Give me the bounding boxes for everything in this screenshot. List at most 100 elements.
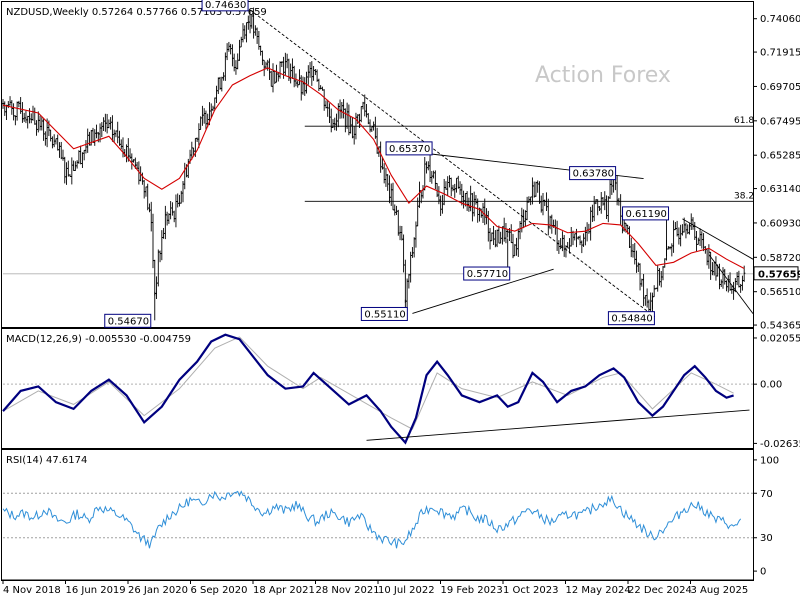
price-bar bbox=[338, 99, 342, 119]
x-tick-label: 18 Apr 2021 bbox=[253, 585, 315, 596]
price-bar bbox=[201, 105, 204, 126]
price-bar bbox=[677, 227, 681, 245]
price-bar bbox=[548, 215, 552, 230]
price-bar bbox=[589, 206, 592, 241]
y-tick-label: 0.67495 bbox=[760, 116, 800, 127]
price-bar bbox=[453, 183, 456, 198]
price-bar bbox=[603, 191, 606, 211]
price-bar bbox=[77, 150, 81, 164]
price-bar bbox=[416, 197, 419, 227]
price-level-annotation: 0.65370 bbox=[385, 141, 433, 156]
price-bar bbox=[278, 61, 282, 79]
price-bar bbox=[330, 108, 333, 133]
price-bar bbox=[725, 280, 728, 292]
price-bar bbox=[86, 128, 89, 153]
price-bar bbox=[561, 231, 564, 252]
macd-pane: MACD(12,26,9) -0.005530 -0.004759 0.02055… bbox=[2, 333, 800, 450]
price-level-annotation: 0.74630 bbox=[201, 0, 249, 12]
price-bar bbox=[144, 186, 148, 197]
price-bar bbox=[711, 262, 714, 276]
price-bar bbox=[550, 214, 554, 234]
annotation-box bbox=[463, 266, 511, 281]
y-tick-label: 0.71915 bbox=[760, 48, 800, 59]
price-bar bbox=[312, 66, 315, 81]
price-bar bbox=[322, 89, 326, 111]
price-bar bbox=[93, 129, 96, 146]
price-bar bbox=[26, 115, 29, 129]
price-bar bbox=[522, 209, 525, 229]
price-level-annotation: 0.54670 bbox=[104, 313, 152, 328]
price-bar bbox=[146, 183, 149, 211]
annotation-label: 0.54670 bbox=[108, 316, 149, 327]
price-bar bbox=[67, 160, 70, 177]
macd-line bbox=[2, 333, 734, 445]
price-bar bbox=[570, 226, 573, 247]
price-bar bbox=[310, 61, 314, 86]
price-bar bbox=[21, 102, 24, 123]
price-bar bbox=[402, 234, 405, 273]
price-bar bbox=[630, 237, 633, 258]
price-bar bbox=[243, 25, 246, 40]
price-bar bbox=[81, 152, 84, 168]
price-bar bbox=[388, 175, 391, 204]
price-bar bbox=[75, 160, 79, 169]
y-tick-label: 0.54365 bbox=[760, 321, 800, 332]
price-bar bbox=[538, 181, 541, 204]
annotation-box bbox=[607, 311, 655, 326]
annotation-box bbox=[569, 166, 617, 181]
price-bar bbox=[404, 259, 407, 303]
price-bar bbox=[70, 157, 74, 185]
annotation-label: 0.63780 bbox=[573, 169, 614, 180]
y-tick-label: 0.00 bbox=[760, 380, 782, 391]
x-tick-label: 28 Nov 2021 bbox=[316, 585, 380, 596]
price-bar bbox=[633, 242, 636, 265]
rsi-header: RSI(14) 47.6174 bbox=[6, 455, 87, 466]
price-bar bbox=[158, 250, 162, 263]
price-bar bbox=[195, 137, 199, 142]
price-bar bbox=[259, 45, 262, 56]
price-bar bbox=[681, 224, 684, 236]
price-bar bbox=[390, 183, 393, 206]
price-header: NZDUSD,Weekly 0.57264 0.57766 0.57103 0.… bbox=[6, 7, 267, 18]
price-bar bbox=[164, 205, 167, 240]
x-tick-label: 16 Jun 2019 bbox=[66, 585, 126, 596]
price-bar bbox=[531, 177, 534, 205]
price-level-annotation: 0.54840 bbox=[607, 311, 655, 326]
price-bar bbox=[434, 170, 437, 190]
price-bar bbox=[487, 210, 490, 242]
price-bar bbox=[391, 182, 395, 211]
trendline bbox=[708, 254, 754, 314]
price-bar bbox=[455, 177, 458, 193]
price-bar bbox=[695, 231, 698, 252]
price-bar bbox=[172, 210, 176, 223]
price-bar bbox=[17, 100, 21, 108]
price-bar bbox=[421, 185, 425, 199]
price-bar bbox=[150, 201, 153, 232]
price-bar bbox=[245, 22, 248, 43]
price-bar bbox=[642, 274, 645, 307]
x-tick-label: 12 May 2024 bbox=[566, 585, 631, 596]
price-bar bbox=[292, 65, 296, 88]
price-bar bbox=[202, 108, 206, 124]
price-bar bbox=[698, 228, 702, 247]
price-bar bbox=[476, 198, 479, 223]
price-bar bbox=[352, 126, 356, 145]
price-bar bbox=[91, 127, 95, 143]
price-bar bbox=[670, 243, 674, 257]
price-bar bbox=[109, 117, 112, 130]
price-bar bbox=[645, 288, 649, 308]
price-bar bbox=[374, 116, 377, 139]
price-bar bbox=[15, 101, 19, 121]
price-bar bbox=[12, 103, 15, 121]
price-bar bbox=[79, 145, 82, 165]
price-bar bbox=[501, 226, 504, 245]
price-bar bbox=[300, 75, 303, 101]
price-pane: Action Forex NZDUSD,Weekly 0.57264 0.5776… bbox=[1, 0, 800, 332]
price-bar bbox=[291, 58, 294, 79]
annotation-box bbox=[360, 306, 408, 321]
x-tick-label: 6 Sep 2020 bbox=[191, 585, 248, 596]
price-bar bbox=[118, 130, 121, 146]
price-bar bbox=[157, 249, 160, 287]
price-bar bbox=[543, 199, 546, 207]
price-bar bbox=[151, 213, 155, 269]
